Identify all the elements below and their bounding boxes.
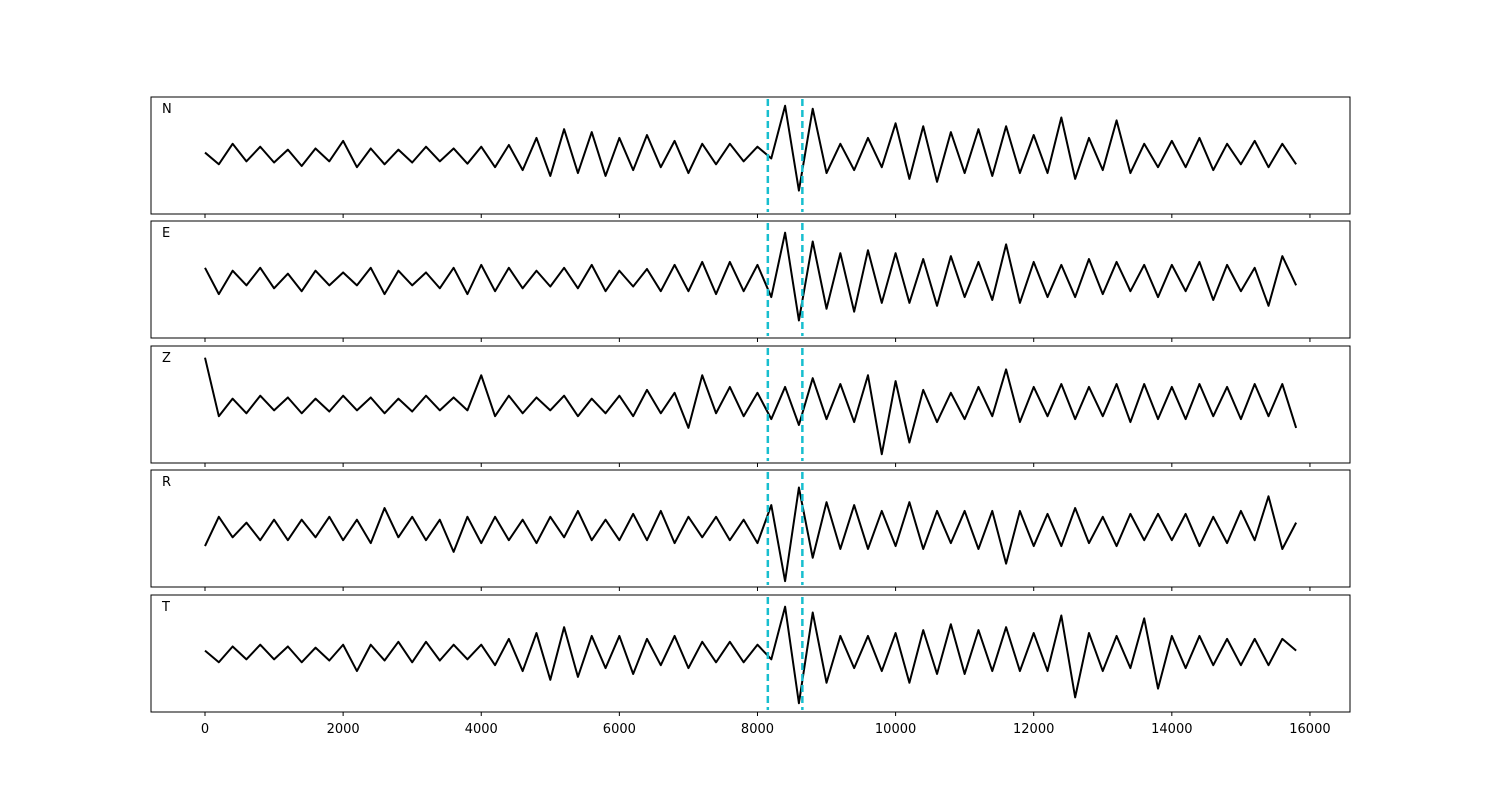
- panel-label: Z: [162, 351, 171, 366]
- panel-label: N: [162, 102, 172, 117]
- panel-label: T: [161, 600, 170, 615]
- waveform: [204, 605, 1297, 705]
- x-tick-label: 4000: [465, 722, 498, 737]
- panel-frame: [150, 345, 1351, 464]
- panel-frame: [150, 96, 1351, 215]
- panel-label: R: [162, 475, 171, 490]
- x-tick-label: 10000: [875, 722, 916, 737]
- panel-frame: [150, 594, 1351, 713]
- x-tick-label: 6000: [603, 722, 636, 737]
- x-tick-label: 2000: [327, 722, 360, 737]
- x-tick-label: 8000: [741, 722, 774, 737]
- x-tick-label: 14000: [1151, 722, 1192, 737]
- waveform: [204, 357, 1298, 456]
- waveform: [204, 104, 1297, 192]
- panel-frame: [150, 469, 1351, 588]
- waveform: [204, 486, 1298, 583]
- waveform: [204, 231, 1298, 322]
- panel-frame: [150, 220, 1351, 339]
- x-tick-label: 12000: [1013, 722, 1054, 737]
- x-tick-label: 16000: [1289, 722, 1330, 737]
- panel-label: E: [162, 226, 170, 241]
- x-tick-label: 0: [201, 722, 209, 737]
